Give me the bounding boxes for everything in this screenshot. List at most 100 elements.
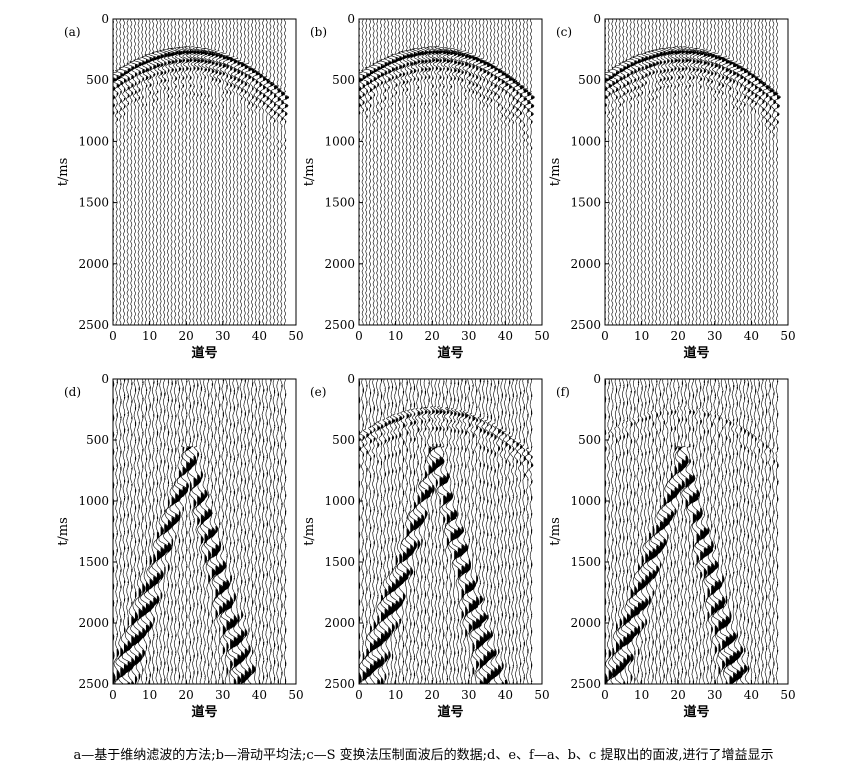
trace-wiggle	[397, 19, 407, 325]
trace-wiggle	[214, 19, 224, 325]
trace-wiggle	[658, 19, 668, 325]
trace-fill	[531, 96, 535, 150]
trace-wiggle	[466, 379, 478, 684]
trace-wiggle	[283, 379, 287, 684]
trace-wiggle	[699, 19, 708, 325]
trace-wiggle	[692, 379, 702, 684]
trace-fill	[443, 50, 448, 164]
trace-wiggle	[677, 379, 688, 684]
x-tick-label: 40	[252, 688, 267, 702]
trace-wiggle	[753, 19, 764, 325]
trace-fill	[652, 388, 658, 678]
trace-wiggle	[706, 19, 716, 325]
trace-fill	[707, 380, 713, 684]
trace-fill	[241, 379, 247, 684]
plot-frame	[604, 378, 789, 685]
trace-fill	[237, 61, 241, 116]
y-axis-label: t/ms	[56, 517, 71, 546]
trace-wiggle	[753, 379, 757, 684]
trace-fill	[116, 379, 120, 681]
x-tick-label: 20	[671, 329, 686, 343]
trace-wiggle	[444, 379, 457, 684]
trace-fill	[501, 379, 504, 684]
y-axis-label: t/ms	[548, 158, 563, 187]
trace-fill	[274, 390, 276, 681]
trace-fill	[490, 383, 496, 680]
trace-fill	[634, 60, 638, 131]
trace-fill	[266, 388, 268, 678]
trace-wiggle	[265, 379, 269, 684]
trace-fill	[366, 72, 371, 119]
trace-wiggle	[360, 379, 372, 684]
trace-wiggle	[606, 379, 618, 684]
trace-fill	[421, 51, 425, 146]
trace-fill	[755, 389, 757, 679]
trace-wiggle	[654, 19, 665, 325]
trace-fill	[248, 67, 253, 181]
trace-wiggle	[772, 19, 781, 325]
trace-fill	[204, 389, 210, 679]
trace-fill	[696, 51, 701, 105]
trace-wiggle	[114, 19, 126, 325]
trace-wiggle	[383, 19, 393, 325]
x-tick-label: 20	[179, 329, 194, 343]
trace-wiggle	[749, 379, 754, 684]
trace-fill	[270, 379, 272, 684]
y-tick-label: 0	[347, 12, 355, 26]
trace-wiggle	[174, 19, 184, 325]
wiggle-traces	[605, 19, 781, 325]
x-tick-label: 40	[252, 329, 267, 343]
trace-fill	[215, 393, 221, 684]
trace-fill	[388, 60, 392, 115]
trace-wiggle	[449, 19, 459, 325]
trace-wiggle	[506, 19, 518, 325]
trace-fill	[263, 77, 267, 174]
trace-fill	[637, 59, 643, 131]
trace-fill	[145, 59, 150, 114]
trace-fill	[714, 55, 720, 102]
trace-fill	[762, 379, 764, 684]
trace-wiggle	[394, 19, 404, 325]
trace-wiggle	[220, 19, 232, 325]
x-axis-label: 道号	[191, 345, 217, 361]
trace-wiggle	[272, 379, 276, 684]
trace-fill	[476, 58, 480, 128]
trace-fill	[413, 52, 418, 148]
trace-fill	[612, 388, 618, 678]
y-tick-label: 500	[578, 73, 601, 87]
trace-fill	[142, 60, 147, 107]
trace-wiggle	[478, 379, 489, 684]
trace-wiggle	[694, 19, 705, 325]
trace-fill	[149, 386, 155, 678]
x-tick-label: 0	[601, 688, 609, 702]
x-tick-label: 30	[215, 329, 230, 343]
trace-wiggle	[133, 379, 144, 684]
trace-fill	[450, 51, 455, 122]
trace-wiggle	[456, 19, 466, 325]
x-tick-label: 0	[109, 688, 117, 702]
trace-wiggle	[211, 19, 220, 325]
trace-fill	[692, 50, 697, 140]
trace-fill	[512, 79, 518, 151]
trace-wiggle	[636, 379, 647, 684]
x-axis-label: 道号	[437, 345, 463, 361]
x-tick-label: 30	[707, 329, 722, 343]
trace-fill	[204, 51, 209, 112]
trace-wiggle	[151, 379, 162, 684]
trace-wiggle	[614, 379, 625, 684]
trace-fill	[193, 384, 199, 675]
trace-wiggle	[265, 19, 275, 325]
trace-wiggle	[644, 19, 654, 325]
trace-fill	[766, 85, 771, 157]
trace-fill	[123, 379, 130, 674]
trace-fill	[435, 50, 440, 138]
trace-wiggle	[240, 379, 250, 684]
trace-wiggle	[658, 379, 670, 684]
trace-wiggle	[231, 379, 243, 684]
trace-fill	[443, 381, 449, 684]
trace-fill	[263, 389, 265, 680]
trace-fill	[641, 57, 646, 128]
